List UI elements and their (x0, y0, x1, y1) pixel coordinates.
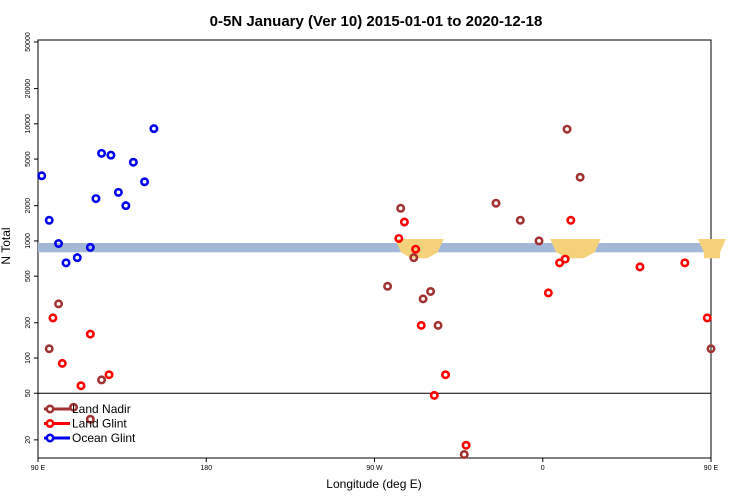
y-tick-label: 10000 (25, 114, 32, 134)
y-tick-label: 100 (25, 352, 32, 364)
legend-marker (45, 433, 55, 443)
data-point (635, 262, 645, 272)
land-coverage-patch (697, 239, 726, 259)
ocean-coverage-band (38, 243, 711, 253)
data-point (106, 150, 116, 160)
data-point (543, 288, 553, 298)
y-tick-label: 50000 (25, 32, 32, 52)
legend-marker (45, 404, 55, 414)
y-tick-label: 20 (25, 436, 32, 444)
data-point (560, 254, 570, 264)
y-tick-label: 20000 (25, 79, 32, 99)
coverage-bands (38, 239, 726, 259)
data-point (515, 215, 525, 225)
data-point (416, 320, 426, 330)
data-point (433, 320, 443, 330)
data-point (702, 313, 712, 323)
x-tick-label: 0 (541, 465, 545, 472)
data-point (97, 375, 107, 385)
data-point (566, 215, 576, 225)
data-point (61, 258, 71, 268)
x-axis-title: Longitude (deg E) (326, 477, 421, 491)
data-point (149, 124, 159, 134)
data-point (409, 253, 419, 263)
data-point (44, 344, 54, 354)
legend-label: Ocean Glint (72, 431, 136, 445)
y-axis-title: N Total (0, 227, 13, 264)
y-tick-label: 2000 (25, 198, 32, 214)
data-point (411, 244, 421, 254)
data-point (85, 414, 95, 424)
data-point (85, 242, 95, 252)
data-point (85, 329, 95, 339)
data-point (399, 217, 409, 227)
data-point (54, 299, 64, 309)
legend-label: Land Nadir (72, 402, 131, 416)
y-tick-label: 500 (25, 270, 32, 282)
data-point (54, 239, 64, 249)
legend-label: Land Glint (72, 417, 127, 431)
series-ocean-glint (37, 124, 159, 268)
data-point (72, 253, 82, 263)
data-point (91, 194, 101, 204)
data-point (429, 390, 439, 400)
data-point (128, 157, 138, 167)
data-point (121, 201, 131, 211)
chart-title: 0-5N January (Ver 10) 2015-01-01 to 2020… (210, 13, 543, 30)
data-point (441, 370, 451, 380)
data-point (140, 177, 150, 187)
data-point (97, 148, 107, 158)
data-point (69, 402, 79, 412)
legend-item: Land Nadir (44, 402, 131, 416)
y-axis: 20 50 100 200 500 1000 2000 5000 10000 20000 50000 (25, 32, 38, 444)
y-tick-label: 50 (25, 389, 32, 397)
series-land-glint (48, 215, 712, 450)
y-tick-label: 200 (25, 317, 32, 329)
x-tick-label: 90 W (366, 465, 383, 472)
data-point (418, 294, 428, 304)
data-point (491, 198, 501, 208)
data-point (76, 381, 86, 391)
data-point (461, 440, 471, 450)
data-point (104, 370, 114, 380)
data-points (37, 124, 716, 459)
data-point (562, 124, 572, 134)
series-land-nadir (44, 124, 716, 459)
data-point (113, 187, 123, 197)
data-point (534, 236, 544, 246)
x-tick-label: 180 (200, 465, 212, 472)
x-tick-label: 90 E (704, 465, 719, 472)
data-point (575, 172, 585, 182)
legend-marker (45, 418, 55, 428)
y-tick-label: 1000 (25, 233, 32, 249)
data-point (706, 344, 716, 354)
legend-item: Land Glint (44, 417, 127, 431)
y-tick-label: 5000 (25, 151, 32, 167)
x-tick-label: 90 E (31, 465, 46, 472)
data-point (37, 171, 47, 181)
land-coverage-patch (550, 239, 601, 259)
data-point (394, 233, 404, 243)
data-point (680, 258, 690, 268)
data-point (44, 215, 54, 225)
x-axis: 90 E 180 90 W 0 90 E (31, 458, 719, 472)
data-point (396, 203, 406, 213)
legend-item: Ocean Glint (44, 431, 136, 445)
data-point (383, 281, 393, 291)
data-point (426, 286, 436, 296)
data-point (48, 313, 58, 323)
data-point (57, 358, 67, 368)
data-point (459, 449, 469, 459)
